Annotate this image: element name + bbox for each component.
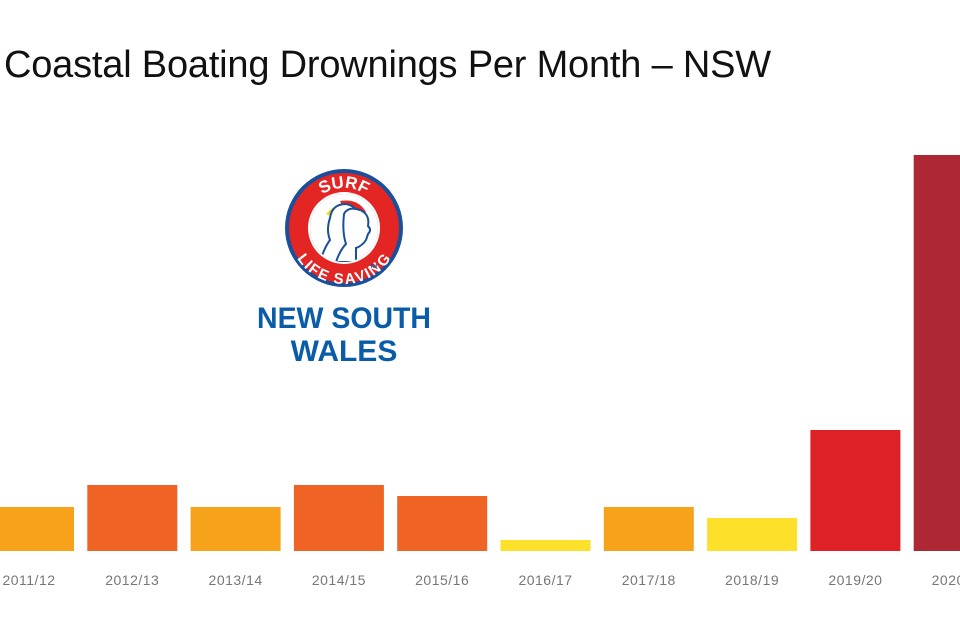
bar-2014-15: [293, 485, 384, 551]
x-tick-label: 2018/19: [725, 572, 779, 588]
x-tick-label: 2019/20: [828, 572, 882, 588]
x-tick-label: 2017/18: [622, 572, 676, 588]
x-tick-label: 2014/15: [312, 572, 366, 588]
bar-2015-16: [397, 496, 488, 551]
x-tick-label: 2013/14: [209, 572, 263, 588]
bar-2012-13: [87, 485, 178, 551]
x-tick-label: 2011/12: [2, 572, 55, 588]
logo-line-2: WALES: [291, 335, 398, 368]
bars: [0, 155, 960, 551]
bar-2018-19: [707, 518, 798, 551]
bar-2019-20: [810, 430, 901, 551]
logo-trademark: TM: [370, 264, 377, 270]
logo-heads-icon: [310, 194, 378, 262]
bar-2013-14: [190, 507, 281, 551]
x-tick-label: 2016/17: [518, 572, 572, 588]
x-axis-tick-labels: 2011/12 2012/13 2013/14 2014/15 2015/16 2016/…: [2, 572, 960, 588]
bar-2020-21: [913, 155, 960, 551]
surf-life-saving-nsw-logo: SURF LIFE SAVING TM NEW SOUTH WALES: [257, 169, 431, 368]
bar-2017-18: [603, 507, 694, 551]
x-tick-label: 2015/16: [415, 572, 469, 588]
x-tick-label: 2012/13: [105, 572, 159, 588]
bar-2016-17: [500, 540, 591, 551]
logo-line-1: NEW SOUTH: [257, 302, 431, 335]
chart-title: Coastal Boating Drownings Per Month – NS…: [4, 44, 771, 86]
bar-2011-12: [0, 507, 74, 551]
